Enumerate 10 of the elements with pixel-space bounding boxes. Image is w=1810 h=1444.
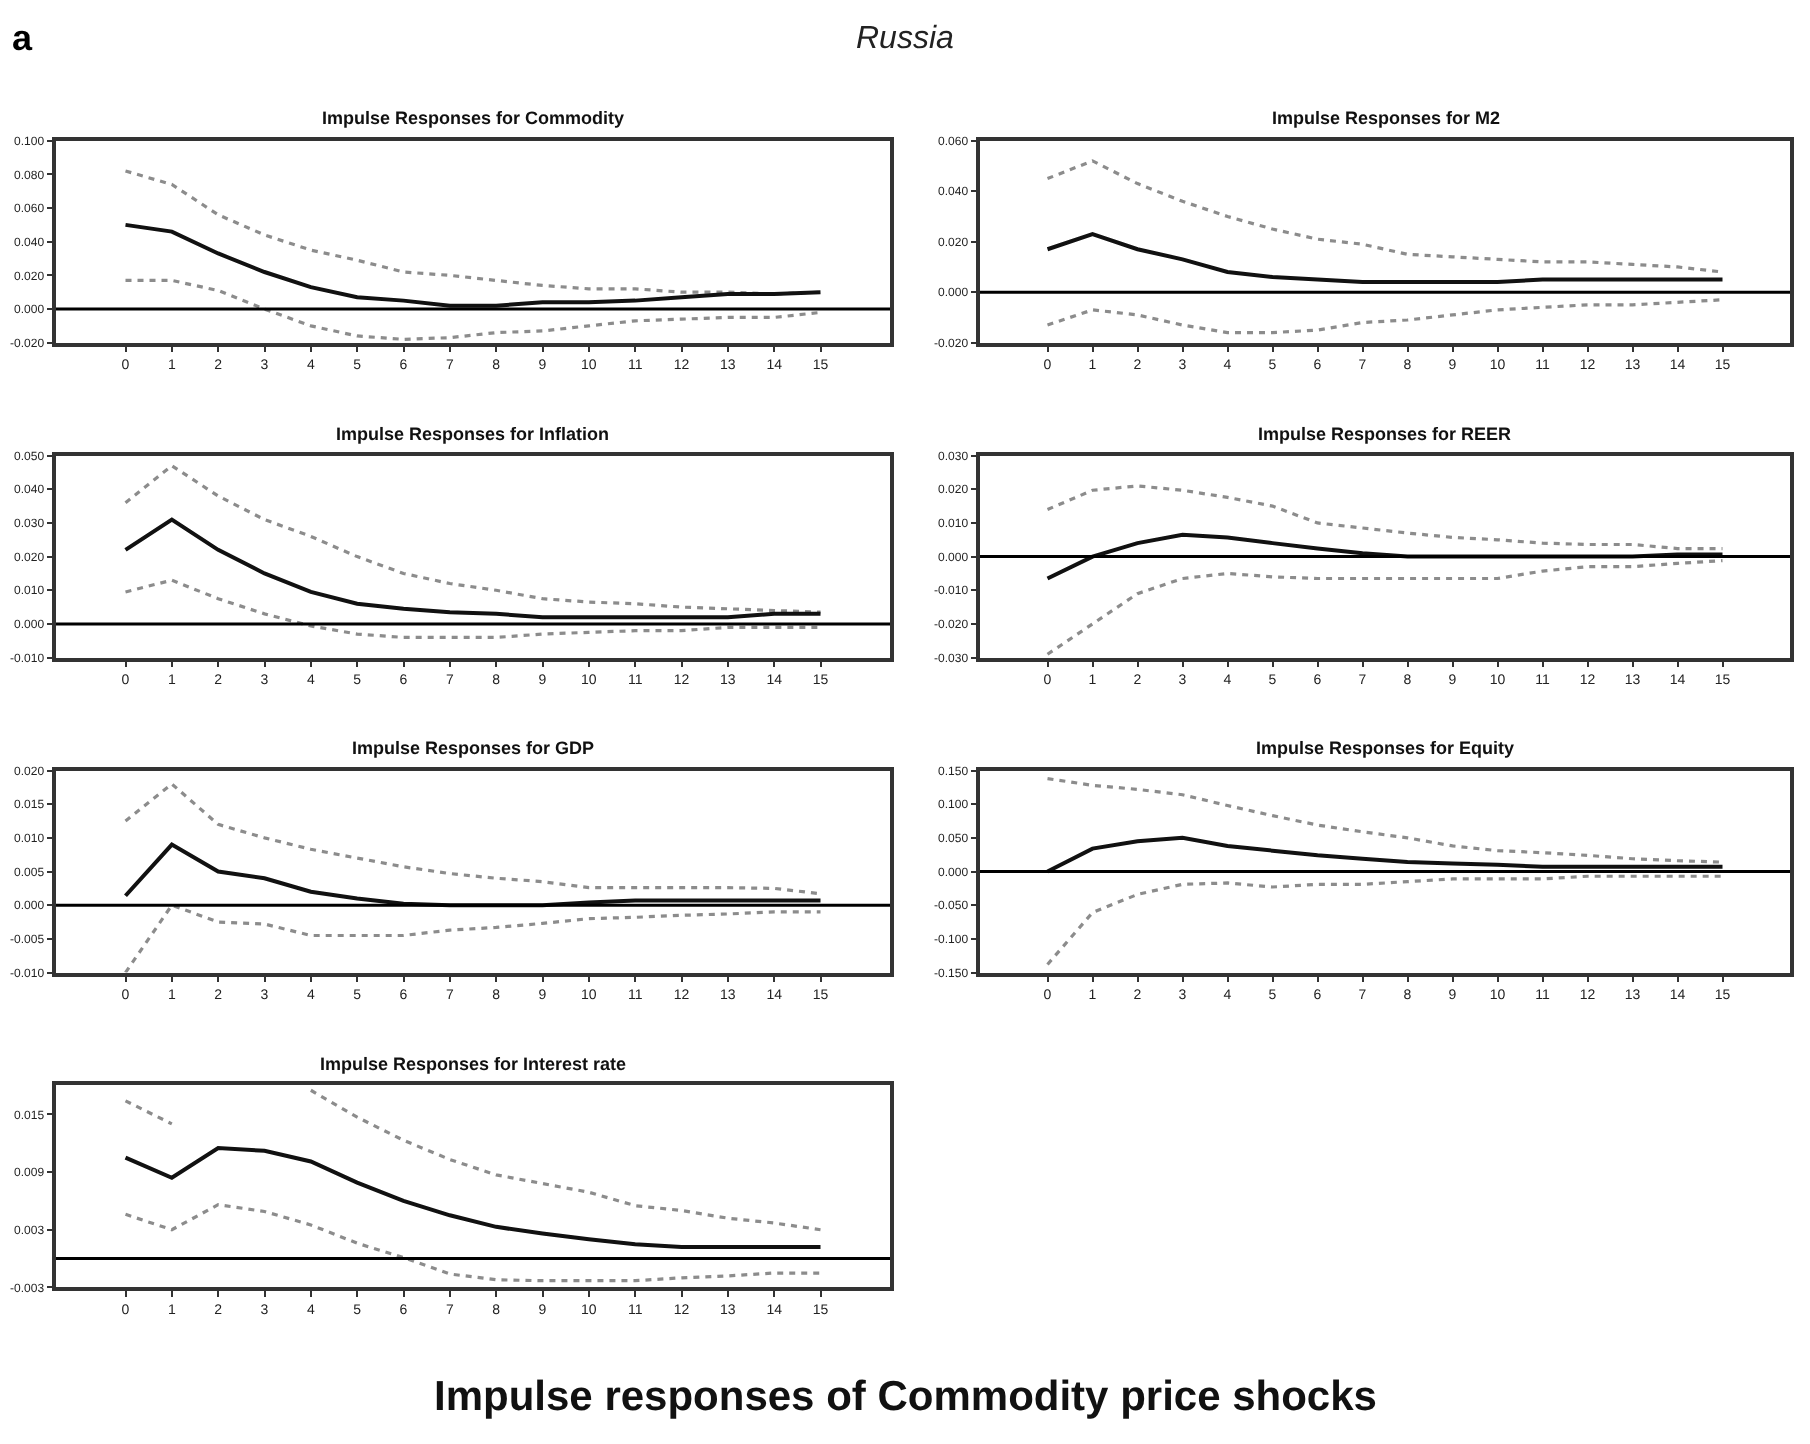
chart-title: Impulse Responses for Interest rate (320, 1054, 627, 1074)
text: Russia (856, 22, 955, 56)
chart-title: Impulse Responses for Inflation (336, 424, 610, 444)
chart-title: Impulse Responses for GDP (352, 738, 595, 758)
chart-title: Impulse Responses for Equity (1256, 738, 1515, 758)
chart-title: Impulse Responses for M2 (1272, 108, 1501, 128)
text: a (12, 18, 34, 58)
chart-title: Impulse Responses for Commodity (322, 108, 625, 128)
chart-title: Impulse Responses for REER (1258, 424, 1513, 444)
text: Impulse responses of Commodity price shocks (434, 1374, 1377, 1420)
